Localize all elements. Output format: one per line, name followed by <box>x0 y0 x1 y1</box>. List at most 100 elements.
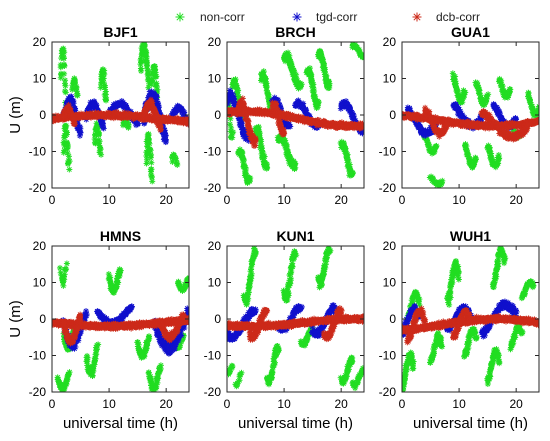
data-point-non-corr <box>62 77 69 84</box>
data-point-non-corr <box>507 86 514 93</box>
data-point-tgd-corr <box>286 123 293 130</box>
data-point-dcb-corr <box>252 138 259 145</box>
legend-label-dcb-corr: dcb-corr <box>436 10 480 24</box>
data-point-non-corr <box>319 56 326 63</box>
data-point-non-corr <box>232 77 239 84</box>
data-point-non-corr <box>349 169 356 176</box>
y-tick-label: 20 <box>33 35 47 49</box>
data-point-non-corr <box>261 153 268 160</box>
data-point-non-corr <box>461 89 468 96</box>
legend-marker-non-corr <box>175 12 185 22</box>
data-point-non-corr <box>151 63 158 70</box>
data-point-dcb-corr <box>186 118 189 124</box>
data-point-tgd-corr <box>162 132 169 139</box>
y-tick-label: 10 <box>33 72 47 86</box>
legend: non-corr tgd-corr dcb-corr <box>175 10 480 24</box>
y-tick-label: -10 <box>29 145 47 159</box>
data-point-dcb-corr <box>158 126 165 133</box>
data-point-tgd-corr <box>100 125 107 132</box>
legend-marker-star <box>292 12 302 22</box>
y-tick-label: 0 <box>214 108 221 122</box>
data-point-non-corr <box>148 159 155 166</box>
data-point-non-corr <box>60 55 67 62</box>
data-point-non-corr <box>496 155 503 162</box>
data-point-tgd-corr <box>77 129 84 136</box>
x-tick-label: 0 <box>224 193 231 207</box>
data-point-non-corr <box>432 143 439 150</box>
data-point-non-corr <box>311 88 318 95</box>
y-tick-label: 20 <box>208 35 222 49</box>
data-point-non-corr <box>62 82 69 89</box>
data-point-non-corr <box>62 123 69 130</box>
legend-marker-star <box>175 12 185 22</box>
data-point-non-corr <box>439 177 446 184</box>
data-point-non-corr <box>125 124 132 131</box>
data-point-non-corr <box>101 84 108 91</box>
subplot-brch: 0 10 20 -20 -10 0 10 20 BRCH <box>204 24 365 207</box>
data-point-non-corr <box>230 129 237 136</box>
data-point-non-corr <box>66 166 73 173</box>
data-point-non-corr <box>315 99 322 106</box>
data-point-non-corr <box>141 42 148 48</box>
data-point-non-corr <box>145 135 152 142</box>
data-point-tgd-corr <box>512 115 519 122</box>
legend-entry-dcb-corr: dcb-corr <box>412 10 480 24</box>
legend-marker-dcb-corr <box>412 12 422 22</box>
data-marks <box>52 42 189 185</box>
legend-label-tgd-corr: tgd-corr <box>316 10 357 24</box>
data-point-non-corr <box>149 178 156 185</box>
data-point-non-corr <box>61 49 68 56</box>
data-point-non-corr <box>61 63 68 70</box>
y-tick-label: -20 <box>204 181 222 195</box>
data-point-non-corr <box>62 89 69 96</box>
data-point-non-corr <box>71 75 78 82</box>
data-point-non-corr <box>143 62 150 69</box>
data-point-non-corr <box>137 65 144 72</box>
data-point-non-corr <box>326 84 333 91</box>
y-axis-label: U (m) <box>7 96 24 134</box>
data-point-non-corr <box>174 160 181 167</box>
data-point-non-corr <box>65 153 72 160</box>
data-point-non-corr <box>61 70 68 77</box>
data-point-non-corr <box>101 67 108 74</box>
data-point-non-corr <box>146 140 153 147</box>
data-point-non-corr <box>326 78 333 85</box>
data-point-non-corr <box>63 129 70 136</box>
subplot-bjf1: 0 10 20 -20 -10 0 10 20 BJF1 U (m) <box>7 24 190 207</box>
data-point-non-corr <box>98 151 105 158</box>
data-point-non-corr <box>360 52 364 59</box>
data-point-non-corr <box>235 87 242 94</box>
data-point-non-corr <box>94 124 101 131</box>
panel-title: BJF1 <box>103 24 137 40</box>
x-tick-label: 10 <box>277 193 291 207</box>
x-tick-label: 20 <box>334 193 348 207</box>
data-point-non-corr <box>263 161 270 168</box>
x-tick-label: 10 <box>102 193 116 207</box>
data-point-dcb-corr <box>71 121 78 128</box>
panel-title: BRCH <box>275 24 315 40</box>
legend-label-non-corr: non-corr <box>200 10 245 24</box>
data-point-non-corr <box>143 160 150 167</box>
legend-marker-tgd-corr <box>292 12 302 22</box>
data-point-non-corr <box>102 91 109 98</box>
data-point-non-corr <box>71 79 78 86</box>
data-point-non-corr <box>143 55 150 62</box>
data-point-non-corr <box>292 160 299 167</box>
legend-entry-non-corr: non-corr <box>175 10 245 24</box>
legend-marker-star <box>412 12 422 22</box>
data-point-dcb-corr <box>273 100 280 107</box>
data-point-non-corr <box>147 152 154 159</box>
x-tick-label: 0 <box>49 193 56 207</box>
data-point-non-corr <box>148 174 155 181</box>
x-tick-label: 20 <box>159 193 173 207</box>
y-tick-label: -10 <box>204 145 222 159</box>
y-tick-label: 0 <box>39 108 46 122</box>
data-point-non-corr <box>153 73 160 80</box>
y-tick-label: -20 <box>29 181 47 195</box>
data-point-non-corr <box>297 83 304 90</box>
y-tick-label: 10 <box>208 72 222 86</box>
data-point-tgd-corr <box>162 139 169 146</box>
